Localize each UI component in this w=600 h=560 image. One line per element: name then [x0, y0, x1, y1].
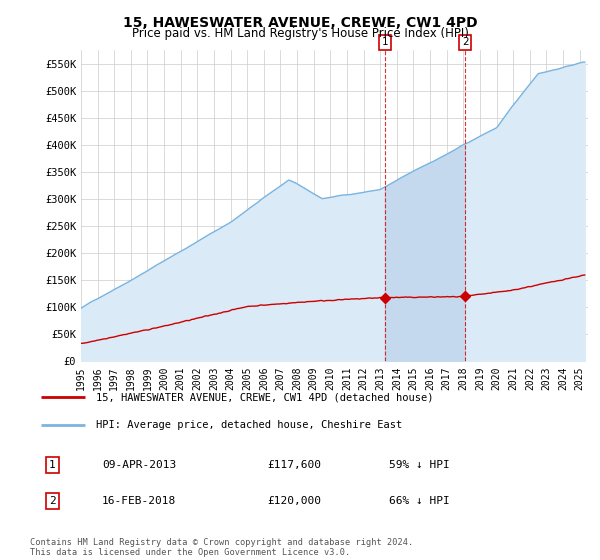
Text: Price paid vs. HM Land Registry's House Price Index (HPI): Price paid vs. HM Land Registry's House …	[131, 27, 469, 40]
Text: HPI: Average price, detached house, Cheshire East: HPI: Average price, detached house, Ches…	[96, 420, 403, 430]
Text: £117,600: £117,600	[268, 460, 322, 470]
Text: 66% ↓ HPI: 66% ↓ HPI	[389, 496, 449, 506]
Text: 1: 1	[382, 38, 388, 47]
Text: £120,000: £120,000	[268, 496, 322, 506]
Text: 2: 2	[462, 38, 469, 47]
Text: 15, HAWESWATER AVENUE, CREWE, CW1 4PD (detached house): 15, HAWESWATER AVENUE, CREWE, CW1 4PD (d…	[96, 392, 434, 402]
Text: Contains HM Land Registry data © Crown copyright and database right 2024.
This d: Contains HM Land Registry data © Crown c…	[30, 538, 413, 557]
Text: 59% ↓ HPI: 59% ↓ HPI	[389, 460, 449, 470]
Text: 09-APR-2013: 09-APR-2013	[102, 460, 176, 470]
Text: 2: 2	[49, 496, 55, 506]
Text: 15, HAWESWATER AVENUE, CREWE, CW1 4PD: 15, HAWESWATER AVENUE, CREWE, CW1 4PD	[122, 16, 478, 30]
Text: 1: 1	[49, 460, 55, 470]
Text: 16-FEB-2018: 16-FEB-2018	[102, 496, 176, 506]
